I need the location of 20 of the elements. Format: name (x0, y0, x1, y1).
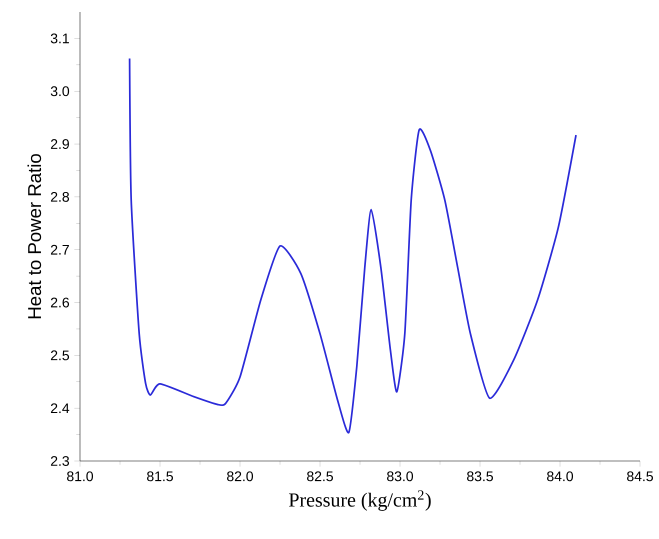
x-tick-label: 81.5 (147, 471, 173, 482)
x-axis-title: Pressure (kg/cm$^{2}$) (288, 490, 431, 511)
x-tick-label: 83.5 (467, 471, 493, 482)
x-tick-label: 81.0 (67, 471, 94, 482)
y-tick-label: 2.8 (50, 192, 70, 202)
y-tick-label: 2.4 (50, 403, 70, 414)
x-tick-label: 82.5 (307, 471, 333, 482)
y-tick-label: 2.9 (50, 139, 69, 150)
x-tick-label: 82.0 (227, 471, 254, 482)
y-tick-label: 2.5 (50, 350, 70, 360)
y-axis-title: Heat to Power Ratio (27, 154, 42, 318)
y-tick-label: 2.3 (50, 456, 70, 466)
y-tick-label: 3.1 (50, 33, 69, 44)
y-tick-label: 3.0 (50, 86, 70, 96)
x-tick-label: 84.5 (627, 471, 653, 482)
x-tick-label: 83.0 (387, 471, 414, 482)
line-series (128, 58, 577, 434)
y-tick-label: 2.6 (50, 298, 70, 308)
x-tick-label: 84.0 (547, 471, 574, 482)
y-tick-label: 2.7 (50, 244, 69, 255)
